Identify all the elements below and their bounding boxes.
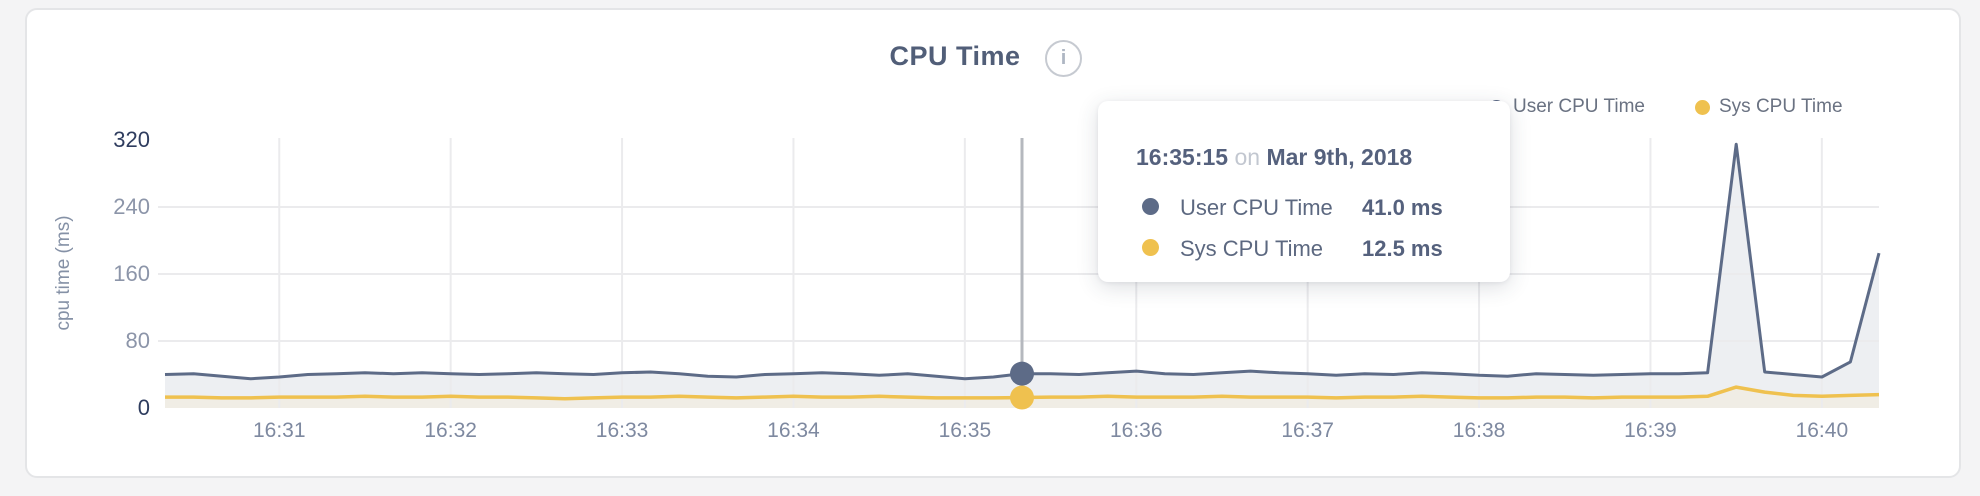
user-cpu-hover-dot — [1010, 361, 1034, 386]
legend-dot — [1695, 99, 1710, 115]
x-axis-tick-label: 16:40 — [1795, 419, 1849, 442]
x-axis-tick-label: 16:33 — [595, 419, 649, 442]
tooltip-series-dot — [1142, 198, 1159, 215]
legend-item-user-cpu-time[interactable]: User CPU Time — [1489, 95, 1645, 119]
x-axis-tick-label: 16:31 — [252, 419, 306, 442]
tooltip-time: 16:35:15 — [1136, 144, 1229, 170]
info-icon[interactable]: i — [1045, 40, 1082, 77]
tooltip-series-value: 41.0 ms — [1362, 195, 1443, 220]
legend-label: User CPU Time — [1513, 96, 1645, 117]
y-axis-tick-label: 0 — [137, 395, 150, 420]
hover-tooltip: 16:35:15 on Mar 9th, 2018 User CPU Time 4… — [1098, 101, 1510, 282]
tooltip-row: Sys CPU Time 12.5 ms — [1098, 234, 1510, 262]
x-axis-tick-label: 16:38 — [1452, 419, 1506, 442]
tooltip-on-word: on — [1234, 144, 1261, 170]
tooltip-series-label: Sys CPU Time — [1180, 236, 1324, 261]
tooltip-row: User CPU Time 41.0 ms — [1098, 193, 1510, 221]
user-cpu-area-fill — [165, 144, 1879, 408]
x-axis-tick-label: 16:34 — [767, 419, 820, 442]
tooltip-date: Mar 9th, 2018 — [1266, 144, 1413, 170]
x-axis-tick-label: 16:32 — [424, 419, 477, 442]
tooltip-series-value: 12.5 ms — [1362, 236, 1443, 261]
tooltip-series-dot — [1142, 239, 1159, 256]
tooltip-series-label: User CPU Time — [1180, 195, 1333, 220]
x-axis-tick-label: 16:35 — [938, 419, 992, 442]
y-axis-tick-label: 320 — [113, 127, 150, 152]
info-icon-glyph: i — [1060, 47, 1067, 69]
legend-label: Sys CPU Time — [1719, 96, 1843, 117]
y-axis-tick-label: 240 — [113, 194, 150, 219]
sys-cpu-hover-dot — [1010, 385, 1034, 410]
legend-item-sys-cpu-time[interactable]: Sys CPU Time — [1695, 95, 1843, 119]
chart-title: CPU Time — [889, 41, 1021, 71]
y-axis-tick-label: 80 — [125, 328, 150, 353]
x-axis-tick-label: 16:36 — [1109, 419, 1163, 442]
y-axis-tick-label: 160 — [113, 261, 150, 286]
x-axis-tick-label: 16:37 — [1281, 419, 1334, 442]
x-axis-tick-label: 16:39 — [1624, 419, 1677, 442]
tooltip-header: 16:35:15 on Mar 9th, 2018 — [1136, 144, 1412, 171]
